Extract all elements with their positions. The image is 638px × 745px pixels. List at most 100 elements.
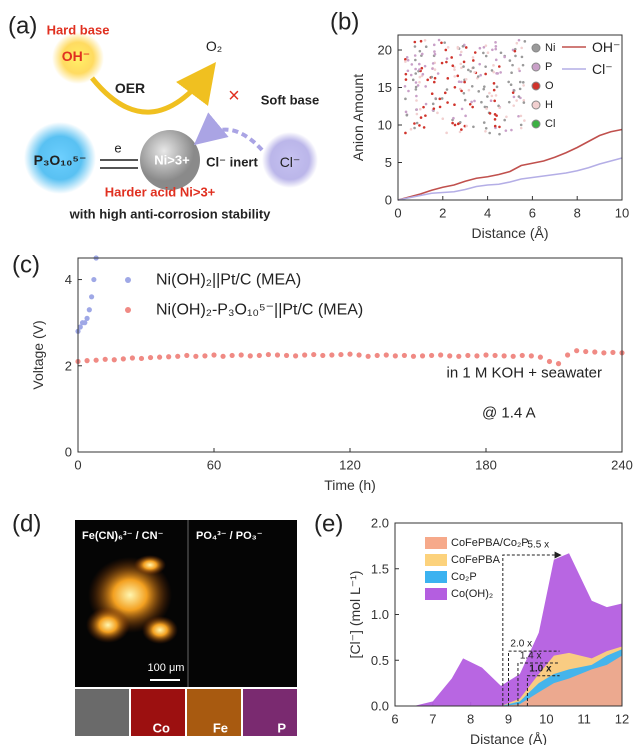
label: × [228, 85, 240, 107]
micrograph: (d) Fe(CN)₆³⁻ / CN⁻ PO₄³⁻ / PO₃⁻ 100 μm … [12, 511, 297, 736]
inset-legend-marker [531, 43, 541, 53]
inset-atom [458, 87, 462, 91]
chart: (b) Distance (Å) Anion Amount 0 2 4 6 8 10 0 5 10 15… [330, 9, 629, 242]
inset-atom [494, 47, 498, 51]
inset-atom [432, 80, 436, 84]
label: Ni>3+ [154, 153, 190, 168]
data-point [438, 352, 444, 358]
inset-atom [407, 89, 410, 93]
inset-atom [440, 61, 444, 65]
inset-atom [495, 72, 498, 75]
inset-atom [505, 115, 508, 119]
data-point [374, 352, 380, 359]
inset-atom [467, 88, 471, 92]
co-tile [131, 689, 185, 736]
legend-label: OH⁻ [592, 39, 620, 55]
inset-atom [494, 94, 498, 97]
inset-atom [437, 38, 441, 42]
data-point [220, 353, 226, 359]
inset-atom [484, 44, 488, 47]
data-point [419, 353, 426, 359]
inset-atom [460, 89, 463, 93]
inset-atom [510, 71, 513, 75]
inset-atom [433, 52, 437, 56]
y-tick-label: 2.0 [371, 516, 389, 531]
inset-atom [519, 126, 523, 130]
data-point [356, 352, 362, 358]
label: Harder acid Ni>3+ [105, 185, 216, 200]
inset-atom [418, 68, 421, 71]
data-point [492, 352, 498, 359]
inset-atom [423, 64, 427, 68]
data-point [347, 351, 353, 357]
p3o10-glow [24, 122, 96, 194]
inset-atom [465, 124, 468, 128]
data-point [537, 354, 544, 360]
chart: (c) Time (h) Voltage (V) 0 60 120 180 240 0 2 4 Ni(… [12, 252, 633, 494]
data-point [84, 315, 90, 321]
label: Fe [213, 721, 228, 736]
p-tile [243, 689, 297, 736]
inset-atom [478, 46, 482, 50]
inset-atom [480, 100, 483, 104]
data-point [592, 349, 598, 355]
blob [86, 607, 130, 643]
x-tick-label: 12 [615, 712, 629, 727]
data-point [501, 353, 507, 359]
data-point [138, 355, 145, 362]
inset-legend-marker [531, 81, 541, 91]
inset-atom [458, 120, 462, 124]
data-point [483, 352, 489, 358]
legend-label: Ni(OH)₂||Pt/C (MEA) [156, 272, 301, 289]
inset-atom [414, 72, 418, 75]
inset-atom [418, 75, 422, 79]
x-tick-label: 9 [505, 712, 512, 727]
y-tick-label: 1.0 [371, 607, 389, 622]
inset-atom [404, 131, 407, 135]
inset-atom [413, 45, 417, 48]
inset-atom [521, 81, 525, 84]
inset-atom [489, 99, 493, 103]
inset-atom [436, 72, 440, 75]
data-point [193, 353, 199, 359]
inset-atom [411, 78, 415, 82]
inset-atom [453, 85, 457, 89]
data-point [86, 307, 92, 313]
data-point [555, 361, 562, 367]
data-point [601, 350, 607, 356]
inset-atom [414, 81, 418, 84]
y-tick-label: 0 [385, 193, 392, 208]
inset-atom [433, 50, 436, 53]
inset-atom [460, 128, 463, 131]
inset-atom [479, 73, 482, 77]
ni-sphere [140, 130, 200, 190]
legend-marker [125, 277, 131, 283]
data-point [120, 356, 126, 362]
y-tick-label: 5 [385, 155, 392, 170]
inset-atom [443, 41, 446, 44]
inset-atom [469, 70, 472, 73]
inset-atom [404, 72, 408, 76]
data-point [519, 352, 525, 359]
inset-atom [453, 123, 457, 127]
inset-atom [423, 38, 427, 42]
inset-atom [445, 57, 449, 60]
data-point [429, 352, 435, 359]
inset-atom [409, 73, 413, 77]
x-tick-label: 6 [529, 206, 536, 221]
x-axis-label: Time (h) [324, 477, 376, 493]
legend-swatch [425, 537, 447, 549]
inset-atom [511, 63, 514, 67]
inset-atom [503, 55, 506, 59]
annotation: 5.5 x [527, 540, 549, 551]
plot-frame [397, 34, 623, 201]
inset-atom [453, 103, 456, 106]
inset-atom [431, 102, 435, 106]
inset-atom [463, 80, 466, 84]
annotation: in 1 M KOH + seawater [447, 365, 602, 382]
data-point [157, 354, 163, 360]
inset-atom [430, 92, 434, 96]
inset-atom [445, 88, 449, 91]
x-tick-label: 8 [574, 206, 581, 221]
inset-atom [416, 84, 420, 87]
